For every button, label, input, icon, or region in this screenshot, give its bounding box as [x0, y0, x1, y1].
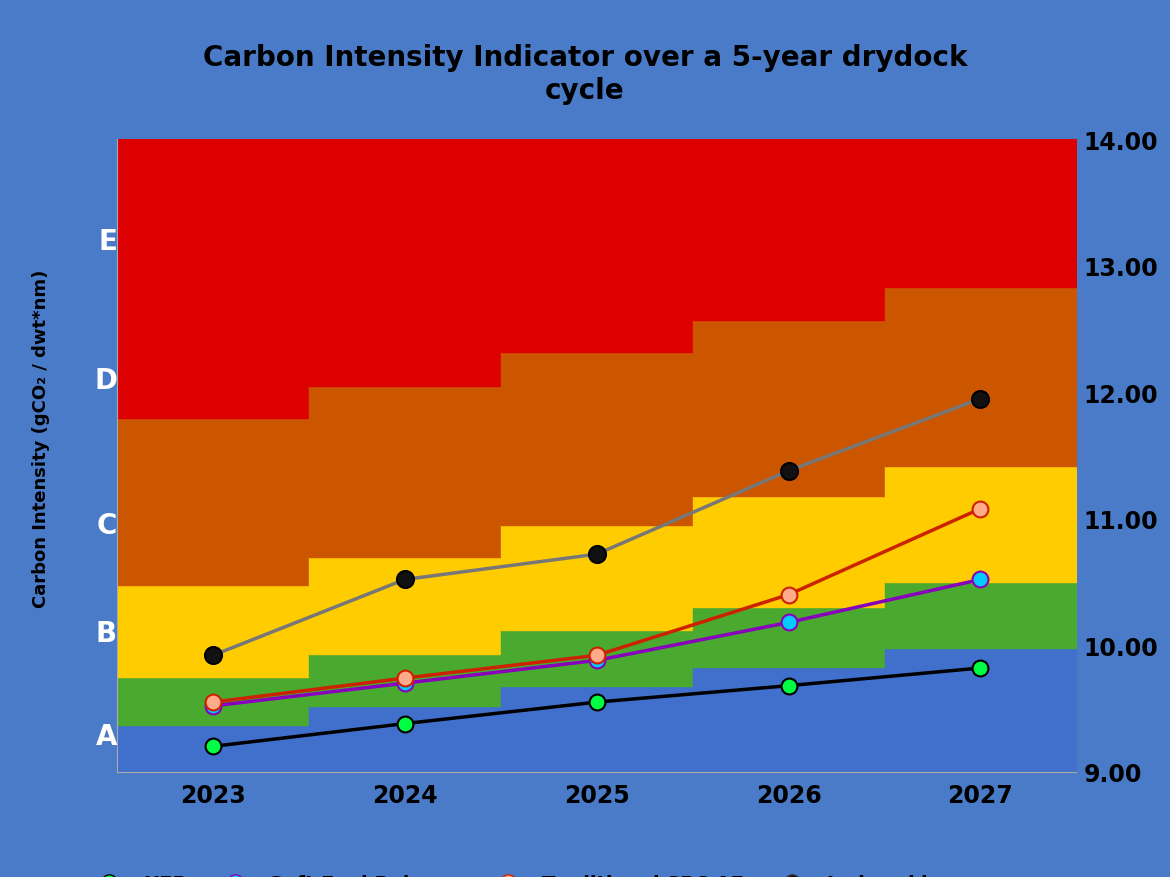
Text: C: C [97, 511, 117, 539]
Point [779, 616, 798, 630]
Point [587, 695, 606, 709]
Point [395, 717, 414, 731]
Legend: HFR, Soft Foul Release, Traditional SPC AF, Icebreaking: HFR, Soft Foul Release, Traditional SPC … [77, 866, 963, 877]
Text: Carbon Intensity (gCO₂ / dwt*nm): Carbon Intensity (gCO₂ / dwt*nm) [32, 269, 50, 608]
Point [395, 671, 414, 685]
Point [204, 699, 222, 713]
Point [779, 588, 798, 602]
Point [395, 573, 414, 587]
Point [587, 547, 606, 561]
Point [587, 653, 606, 667]
Text: B: B [96, 619, 117, 647]
Text: A: A [96, 723, 117, 751]
Point [779, 464, 798, 478]
Point [971, 502, 990, 516]
Point [395, 676, 414, 690]
Point [204, 649, 222, 663]
Point [971, 661, 990, 675]
Point [971, 392, 990, 406]
Point [971, 573, 990, 587]
Point [204, 739, 222, 753]
Text: Carbon Intensity Indicator over a 5-year drydock
cycle: Carbon Intensity Indicator over a 5-year… [202, 45, 968, 104]
Point [779, 679, 798, 693]
Text: E: E [98, 227, 117, 255]
Text: D: D [94, 367, 117, 395]
Point [587, 649, 606, 663]
Point [204, 695, 222, 709]
